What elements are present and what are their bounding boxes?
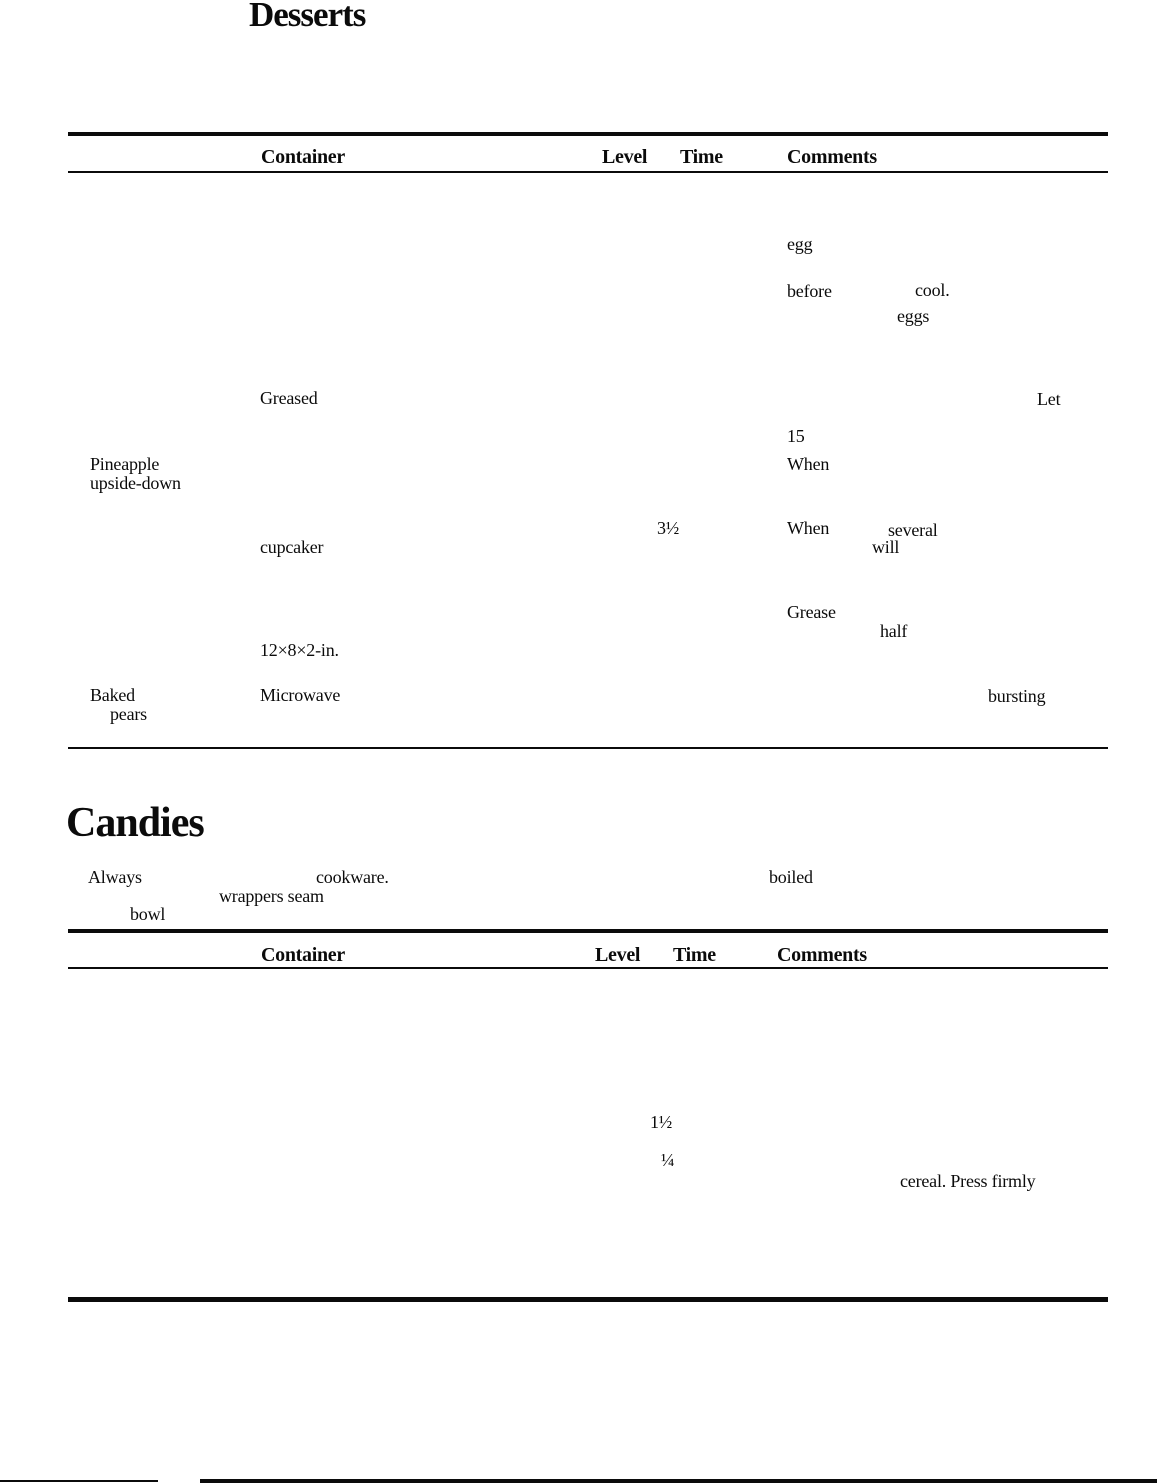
text-fragment: When bbox=[787, 518, 830, 538]
candies-table-top-rule bbox=[68, 929, 1108, 933]
text-fragment: When bbox=[787, 454, 830, 474]
column-header-comments: Comments bbox=[787, 146, 877, 168]
column-header-time: Time bbox=[673, 944, 716, 966]
column-header-container: Container bbox=[261, 944, 345, 966]
desserts-table-top-rule bbox=[68, 132, 1108, 136]
bottom-left-partial-rule bbox=[0, 1480, 158, 1482]
text-fragment: cupcaker bbox=[260, 537, 324, 557]
column-header-level: Level bbox=[602, 146, 648, 168]
text-fragment: Microwave bbox=[260, 685, 341, 705]
time-value-fragment: 1½ bbox=[650, 1112, 673, 1132]
text-fragment: boiled bbox=[769, 867, 813, 887]
text-fragment: several bbox=[888, 520, 938, 540]
text-fragment: bursting bbox=[988, 686, 1046, 706]
text-fragment: eggs bbox=[897, 306, 930, 326]
text-fragment: cookware. bbox=[316, 867, 389, 887]
text-fragment: 15 bbox=[787, 426, 805, 446]
desserts-table-header-rule bbox=[68, 171, 1108, 173]
text-fragment: Always bbox=[88, 867, 142, 887]
column-header-level: Level bbox=[595, 944, 641, 966]
recipe-label-fragment: Pineapple bbox=[90, 454, 160, 474]
column-header-time: Time bbox=[680, 146, 723, 168]
recipe-label-fragment: upside-down bbox=[90, 473, 181, 493]
text-fragment: before bbox=[787, 281, 832, 301]
desserts-table-bottom-rule bbox=[68, 747, 1108, 749]
text-fragment: Grease bbox=[787, 602, 836, 622]
text-fragment: wrappers seam bbox=[219, 886, 324, 906]
container-size-fragment: 12×8×2-in. bbox=[260, 640, 339, 660]
text-fragment: half bbox=[880, 621, 908, 641]
text-fragment: bowl bbox=[130, 904, 166, 924]
recipe-label-fragment: pears bbox=[110, 704, 147, 724]
desserts-section-title: Desserts bbox=[249, 0, 366, 34]
text-fragment: cereal. Press firmly bbox=[900, 1171, 1036, 1191]
column-header-comments: Comments bbox=[777, 944, 867, 966]
candies-table-bottom-rule bbox=[68, 1297, 1108, 1302]
bottom-right-partial-rule bbox=[200, 1479, 1157, 1483]
candies-table-header-rule bbox=[68, 967, 1108, 969]
text-fragment: Greased bbox=[260, 388, 318, 408]
text-fragment: will bbox=[872, 537, 900, 557]
text-fragment: cool. bbox=[915, 280, 950, 300]
text-fragment: egg bbox=[787, 234, 813, 254]
column-header-container: Container bbox=[261, 146, 345, 168]
time-value-fragment: ¼ bbox=[661, 1150, 675, 1170]
text-fragment: Let bbox=[1037, 389, 1061, 409]
candies-section-title: Candies bbox=[66, 800, 205, 846]
recipe-label-fragment: Baked bbox=[90, 685, 135, 705]
time-value-fragment: 3½ bbox=[657, 518, 680, 538]
